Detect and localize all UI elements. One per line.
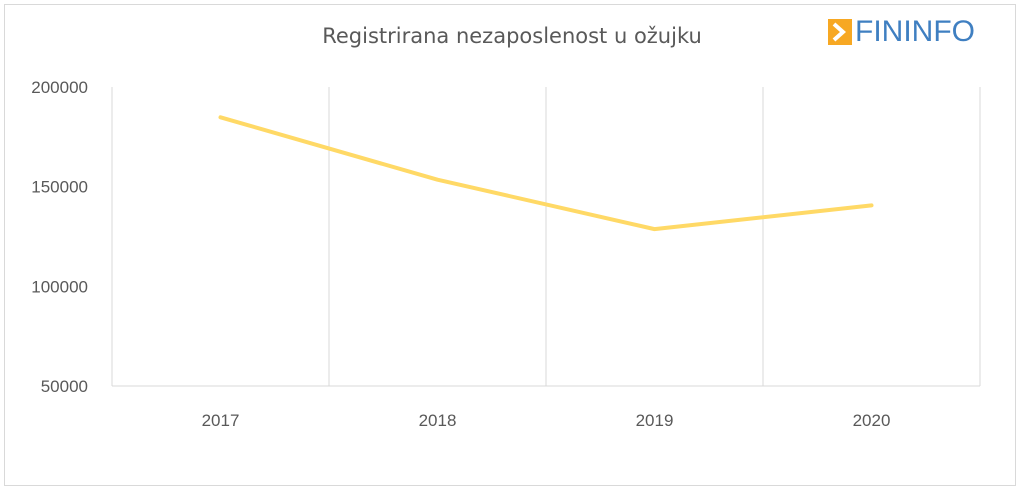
series-lines <box>218 115 874 232</box>
chart-frame <box>4 4 1016 486</box>
arrow-right-icon <box>828 19 852 45</box>
y-tick-label: 50000 <box>41 377 88 396</box>
x-tick-label: 2019 <box>636 411 674 430</box>
y-tick-label: 100000 <box>31 277 88 296</box>
y-tick-label: 150000 <box>31 178 88 197</box>
vertical-gridlines <box>111 87 981 386</box>
fininfo-logo: FININFO <box>828 15 975 48</box>
y-tick-label: 200000 <box>31 78 88 97</box>
chart-title: Registrirana nezaposlenost u ožujku <box>322 24 702 48</box>
logo-text: FININFO <box>855 15 975 48</box>
x-tick-label: 2018 <box>419 411 457 430</box>
x-tick-label: 2020 <box>853 411 891 430</box>
y-tick-labels: 50000 100000 150000 200000 <box>31 78 88 396</box>
series-line <box>218 115 874 232</box>
x-tick-labels: 2017 2018 2019 2020 <box>202 411 891 430</box>
x-tick-label: 2017 <box>202 411 240 430</box>
